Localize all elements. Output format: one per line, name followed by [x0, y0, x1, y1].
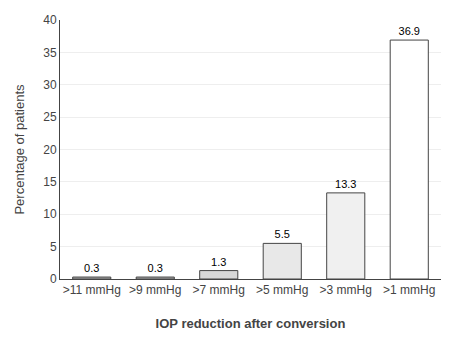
svg-text:0.3: 0.3 [84, 262, 99, 274]
svg-text:>7 mmHg: >7 mmHg [193, 283, 245, 297]
svg-text:30: 30 [43, 78, 57, 92]
svg-text:>5 mmHg: >5 mmHg [256, 283, 308, 297]
svg-text:>11 mmHg: >11 mmHg [63, 283, 121, 297]
svg-text:1.3: 1.3 [211, 256, 226, 268]
svg-text:0.3: 0.3 [148, 262, 163, 274]
svg-text:IOP reduction after conversion: IOP reduction after conversion [156, 316, 346, 331]
svg-text:35: 35 [43, 46, 57, 60]
svg-text:>3 mmHg: >3 mmHg [320, 283, 372, 297]
svg-text:25: 25 [43, 110, 57, 124]
svg-text:20: 20 [43, 143, 57, 157]
svg-text:>1 mmHg: >1 mmHg [383, 283, 435, 297]
svg-text:5.5: 5.5 [275, 228, 290, 240]
svg-text:36.9: 36.9 [399, 25, 420, 37]
svg-text:5: 5 [50, 240, 57, 254]
svg-text:0: 0 [50, 272, 57, 286]
svg-text:40: 40 [43, 13, 57, 27]
svg-text:>9 mmHg: >9 mmHg [129, 283, 181, 297]
svg-text:13.3: 13.3 [335, 178, 356, 190]
svg-text:15: 15 [43, 175, 57, 189]
svg-text:Percentage of patients: Percentage of patients [12, 84, 27, 215]
svg-text:10: 10 [43, 207, 57, 221]
